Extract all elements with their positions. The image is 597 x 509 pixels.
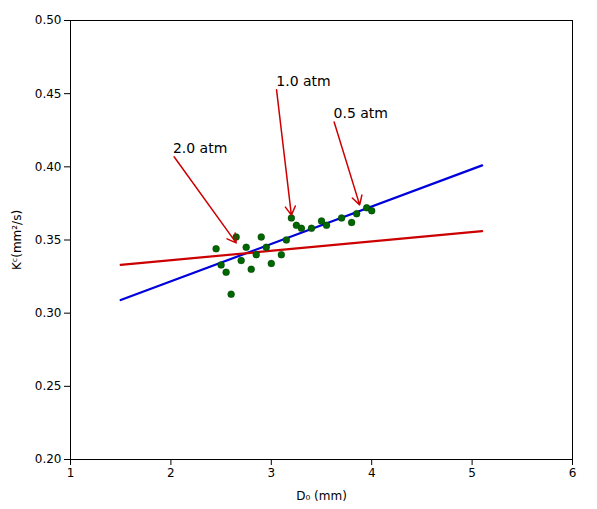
svg-text:0.5 atm: 0.5 atm bbox=[334, 105, 388, 121]
svg-text:1: 1 bbox=[67, 466, 75, 480]
svg-text:3: 3 bbox=[267, 466, 275, 480]
svg-text:0.35: 0.35 bbox=[35, 233, 62, 247]
svg-text:0.20: 0.20 bbox=[35, 452, 62, 466]
svg-text:4: 4 bbox=[368, 466, 376, 480]
svg-text:0.25: 0.25 bbox=[35, 379, 62, 393]
svg-text:2: 2 bbox=[167, 466, 175, 480]
svg-text:5: 5 bbox=[468, 466, 476, 480]
svg-text:0.30: 0.30 bbox=[35, 306, 62, 320]
svg-text:D₀ (mm): D₀ (mm) bbox=[296, 489, 347, 503]
svg-text:Kᶜ(mm²/s): Kᶜ(mm²/s) bbox=[10, 210, 24, 270]
svg-text:1.0 atm: 1.0 atm bbox=[276, 73, 330, 89]
svg-text:0.50: 0.50 bbox=[35, 13, 62, 27]
svg-text:6: 6 bbox=[569, 466, 577, 480]
svg-text:0.40: 0.40 bbox=[35, 160, 62, 174]
svg-text:2.0 atm: 2.0 atm bbox=[173, 140, 227, 156]
svg-text:0.45: 0.45 bbox=[35, 87, 62, 101]
